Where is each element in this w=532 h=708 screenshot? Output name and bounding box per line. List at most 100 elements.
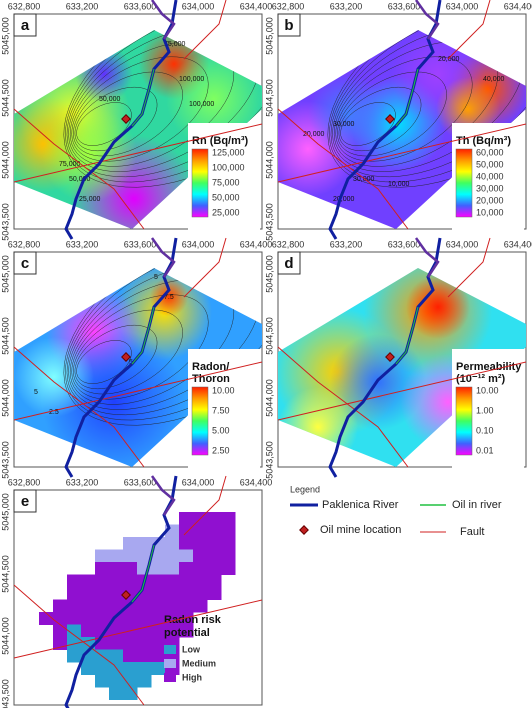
risk-cell <box>123 574 138 588</box>
x-tick-label: 632,800 <box>8 239 41 249</box>
risk-cell <box>95 612 110 625</box>
risk-cell <box>123 687 138 700</box>
risk-cell <box>81 612 96 625</box>
y-tick-label: 5044,000 <box>0 141 10 179</box>
risk-cell <box>179 524 194 538</box>
legend-label: Paklenica River <box>322 499 399 511</box>
contour-line <box>74 86 158 152</box>
risk-cell <box>67 599 82 613</box>
contour-line <box>74 324 158 390</box>
contour-line <box>76 340 132 384</box>
risk-cell <box>123 637 138 650</box>
risk-cell <box>67 574 82 588</box>
contour-line <box>338 86 422 152</box>
risk-cell <box>137 612 152 625</box>
risk-cell <box>179 587 194 600</box>
x-tick-label: 633,200 <box>330 1 363 11</box>
x-tick-label: 632,800 <box>8 477 41 487</box>
risk-cell <box>221 512 236 525</box>
oil-mine <box>121 352 131 362</box>
risk-cell <box>165 574 180 588</box>
colorbar-label: 125,000 <box>212 147 245 157</box>
risk-cell <box>221 524 236 538</box>
risk-cell <box>109 587 124 600</box>
legend-label: Oil mine location <box>320 524 401 536</box>
risk-cell <box>95 662 110 675</box>
map-panel: 632,800 633,200 633,600 634,000 634,400 5045,… <box>264 237 532 479</box>
colorbar-label: 10.00 <box>476 385 499 395</box>
fault-line <box>183 0 227 60</box>
risk-cell <box>53 612 68 625</box>
risk-cell <box>193 599 208 613</box>
risk-cell <box>193 562 208 575</box>
fault-line <box>277 346 409 468</box>
risk-cell <box>123 662 138 675</box>
contour-line <box>73 71 183 157</box>
map-panel: 632,800 633,200 633,600 634,000 634,400 5045,… <box>0 475 272 708</box>
risk-cell <box>95 587 110 600</box>
colorbar-title: Th (Bq/m³) <box>456 135 511 147</box>
map-panel: 632,800 633,200 633,600 634,000 634,400 5045,… <box>264 0 532 241</box>
contour-label: 20,000 <box>333 196 355 203</box>
y-tick-label: 5045,000 <box>0 493 10 531</box>
risk-cell <box>81 599 96 613</box>
fault-line <box>183 237 227 298</box>
risk-cell <box>109 599 124 613</box>
x-tick-label: 633,600 <box>388 1 421 11</box>
oil-in-river <box>395 68 419 127</box>
surface-blob <box>149 277 189 317</box>
contour-label: 30,000 <box>353 176 375 183</box>
fault-line <box>13 584 145 706</box>
risk-cell <box>179 562 194 575</box>
colorbar-label: 7.50 <box>212 405 230 415</box>
panel-letter: e <box>21 493 29 510</box>
letter-box <box>277 13 301 37</box>
risk-cell <box>81 662 96 675</box>
panel-letter: c <box>21 255 29 272</box>
contour-label: 50,000 <box>69 176 91 183</box>
fault-line <box>13 599 263 659</box>
x-tick-label: 633,600 <box>124 239 157 249</box>
risk-legend-label: Low <box>182 644 201 654</box>
contour-line <box>337 71 447 157</box>
risk-cell <box>207 587 222 600</box>
fault-line <box>13 361 263 421</box>
colorbar-label: 30,000 <box>476 183 504 193</box>
risk-cell <box>137 662 152 675</box>
risk-legend-label: High <box>182 672 202 682</box>
risk-cell <box>95 562 110 575</box>
risk-cell <box>137 599 152 613</box>
colorbar-label: 10.00 <box>212 385 235 395</box>
risk-cell <box>137 674 152 688</box>
colorbar-label: 2.50 <box>212 445 230 455</box>
colorbar <box>191 148 209 218</box>
risk-cell <box>207 562 222 575</box>
risk-cell <box>95 674 110 688</box>
risk-cell <box>151 549 166 563</box>
risk-cell <box>151 562 166 575</box>
risk-cell <box>95 549 110 563</box>
risk-legend-title: Radon risk <box>164 614 222 626</box>
colorbar <box>191 386 209 456</box>
contour-label: 30,000 <box>333 121 355 128</box>
risk-cell <box>151 574 166 588</box>
risk-cell <box>137 537 152 550</box>
risk-cell <box>207 549 222 563</box>
risk-cell <box>165 587 180 600</box>
risk-cell <box>179 599 194 613</box>
risk-cell <box>81 574 96 588</box>
x-tick-label: 633,600 <box>124 477 157 487</box>
contour-line <box>71 56 209 162</box>
risk-cell <box>193 524 208 538</box>
legend-oil-mine <box>299 525 309 535</box>
colorbar-label: 25,000 <box>212 207 240 217</box>
risk-cell <box>193 537 208 550</box>
y-tick-label: 5044,000 <box>0 617 10 655</box>
risk-cell <box>67 624 82 638</box>
x-tick-label: 632,800 <box>272 1 305 11</box>
surface-blob <box>14 337 94 417</box>
y-tick-label: 5044,000 <box>264 141 274 179</box>
colorbar-title: Rn (Bq/m³) <box>192 135 249 147</box>
fault-line <box>13 123 263 183</box>
